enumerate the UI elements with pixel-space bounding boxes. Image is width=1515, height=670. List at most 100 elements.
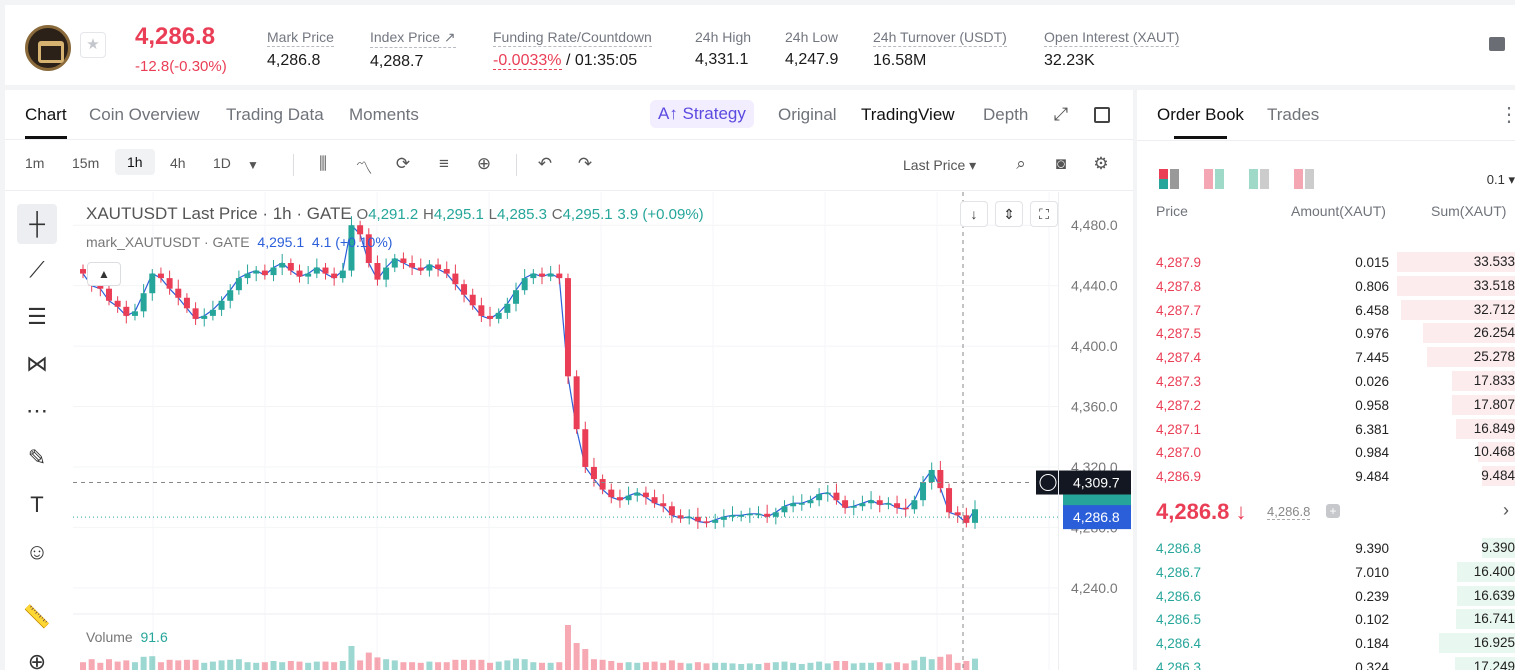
- order-sum: 17.833: [1473, 373, 1515, 388]
- book-bids-view-icon[interactable]: [1204, 169, 1224, 189]
- volume-bar: [140, 656, 147, 670]
- timeframe-4h[interactable]: 4h: [170, 155, 186, 171]
- gear-icon[interactable]: ⚙: [1093, 154, 1109, 173]
- candle-body: [279, 263, 286, 268]
- emoji-tool-icon[interactable]: ☺: [25, 539, 49, 564]
- funding-label[interactable]: Funding Rate/Countdown: [493, 29, 652, 47]
- volume-bar: [798, 664, 805, 670]
- chart-toolbar: 1m 15m 1h 4h 1D ▼ ⫼ 〽 ⟳ ≡ ⊕ ↶ ↷ Last Pri…: [5, 140, 1133, 191]
- candle-body: [140, 293, 147, 312]
- ask-row[interactable]: 4,287.0 0.984 10.468: [1137, 440, 1515, 464]
- tab-trading-data[interactable]: Trading Data: [226, 105, 324, 124]
- ruler-tool-icon[interactable]: 📏: [23, 604, 51, 629]
- candle-body: [816, 494, 823, 501]
- mark-price-label[interactable]: Mark Price: [267, 29, 334, 47]
- book-depth-view-icon[interactable]: [1249, 169, 1269, 189]
- candle-type-icon[interactable]: ⫼: [319, 154, 327, 173]
- settings-list-icon[interactable]: ≡: [439, 154, 449, 173]
- order-price: 4,287.1: [1156, 421, 1202, 437]
- guide-book-icon[interactable]: [1489, 37, 1505, 51]
- timeframe-15m[interactable]: 15m: [72, 155, 100, 171]
- tab-moments[interactable]: Moments: [349, 105, 419, 124]
- open-interest-label[interactable]: Open Interest (XAUT): [1044, 29, 1180, 47]
- chevron-right-icon[interactable]: ›: [1503, 500, 1509, 520]
- tab-coin-overview[interactable]: Coin Overview: [89, 105, 200, 124]
- funding-stat: Funding Rate/Countdown -0.0033% / 01:35:…: [493, 29, 652, 70]
- timeframe-1h[interactable]: 1h: [115, 149, 155, 175]
- price-type-select[interactable]: Last Price ▾: [903, 157, 977, 173]
- tab-original[interactable]: Original: [778, 105, 837, 124]
- redo-icon[interactable]: ↷: [577, 154, 593, 173]
- search-icon[interactable]: ⌕: [1016, 154, 1026, 173]
- refresh-icon[interactable]: ⟳: [395, 154, 411, 173]
- window-icon[interactable]: [1094, 107, 1110, 123]
- collapse-icon[interactable]: ⇕: [995, 201, 1023, 227]
- brush-tool-icon[interactable]: ✎: [27, 445, 47, 470]
- turnover-label[interactable]: 24h Turnover (USDT): [873, 29, 1007, 47]
- chart-area[interactable]: 4,480.04,440.04,400.04,360.04,320.04,280…: [73, 192, 1133, 670]
- bid-row[interactable]: 4,286.8 9.390 9.390: [1137, 536, 1515, 560]
- trend-line-tool-icon[interactable]: ⟋: [29, 257, 45, 282]
- text-tool-icon[interactable]: T: [30, 492, 44, 517]
- zoom-in-tool-icon[interactable]: ⊕: [27, 649, 47, 670]
- depth-bar: [1452, 394, 1515, 415]
- tab-chart[interactable]: Chart: [25, 105, 67, 139]
- bid-row[interactable]: 4,286.6 0.239 16.639: [1137, 584, 1515, 608]
- more-options-icon[interactable]: ⋮: [1499, 104, 1515, 126]
- pattern-tool-icon[interactable]: ⋈: [26, 351, 48, 376]
- book-asks-view-icon[interactable]: [1294, 169, 1314, 189]
- ask-row[interactable]: 4,287.4 7.445 25.278: [1137, 345, 1515, 369]
- camera-icon[interactable]: ◙: [1055, 154, 1067, 173]
- strategy-button[interactable]: A↑ Strategy: [650, 100, 754, 128]
- tab-depth[interactable]: Depth: [983, 105, 1029, 124]
- volume-bar: [157, 662, 164, 670]
- candlestick-chart[interactable]: 4,480.04,440.04,400.04,360.04,320.04,280…: [73, 192, 1133, 670]
- undo-icon[interactable]: ↶: [537, 154, 553, 173]
- volume-bar: [287, 661, 294, 670]
- book-both-view-icon[interactable]: [1159, 169, 1179, 189]
- tab-trades[interactable]: Trades: [1267, 105, 1320, 124]
- scroll-down-icon[interactable]: ↓: [960, 201, 988, 227]
- order-price: 4,286.3: [1156, 660, 1202, 670]
- ask-row[interactable]: 4,287.8 0.806 33.518: [1137, 274, 1515, 298]
- horizontal-lines-tool-icon[interactable]: ☰: [27, 304, 47, 329]
- timeframe-dropdown-icon[interactable]: ▼: [247, 158, 259, 172]
- mark-price-tag: [1063, 505, 1131, 530]
- timeframe-1d[interactable]: 1D: [213, 155, 231, 171]
- indicators-icon[interactable]: 〽: [355, 159, 373, 178]
- volume-bar: [80, 662, 86, 670]
- fib-tool-icon[interactable]: ⋯: [26, 398, 48, 423]
- collapse-legend-button[interactable]: ▲: [87, 262, 121, 286]
- add-indicator-icon[interactable]: ⊕: [476, 154, 492, 173]
- volume-bar: [668, 660, 675, 670]
- ask-row[interactable]: 4,287.2 0.958 17.807: [1137, 393, 1515, 417]
- precision-select[interactable]: 0.1 ▾: [1486, 172, 1515, 187]
- ask-row[interactable]: 4,287.3 0.026 17.833: [1137, 369, 1515, 393]
- fullscreen-icon[interactable]: ⛶: [1030, 201, 1058, 227]
- crosshair-tool-icon[interactable]: ┼: [17, 204, 57, 244]
- mid-mark-price: 4,286.8: [1267, 504, 1311, 520]
- candle-body: [97, 285, 104, 289]
- favorite-star-icon[interactable]: ★: [80, 32, 106, 58]
- bid-row[interactable]: 4,286.5 0.102 16.741: [1137, 607, 1515, 631]
- ask-row[interactable]: 4,287.7 6.458 32.712: [1137, 298, 1515, 322]
- index-price-label[interactable]: Index Price ↗: [370, 29, 456, 48]
- timeframe-1m[interactable]: 1m: [25, 155, 45, 171]
- expand-icon[interactable]: ⤢: [1053, 104, 1069, 124]
- volume-bar: [712, 662, 719, 670]
- ask-row[interactable]: 4,287.1 6.381 16.849: [1137, 417, 1515, 441]
- tab-order-book[interactable]: Order Book: [1157, 105, 1244, 139]
- tab-tradingview[interactable]: TradingView: [861, 105, 955, 124]
- depth-bar: [1456, 609, 1515, 630]
- candle-body: [677, 515, 684, 519]
- volume-value: 91.6: [140, 629, 168, 645]
- bid-row[interactable]: 4,286.4 0.184 16.925: [1137, 631, 1515, 655]
- candle-body: [235, 278, 242, 291]
- ask-row[interactable]: 4,286.9 9.484 9.484: [1137, 464, 1515, 488]
- candle-body: [755, 513, 762, 516]
- bid-row[interactable]: 4,286.3 0.324 17.249: [1137, 655, 1515, 670]
- ask-row[interactable]: 4,287.9 0.015 33.533: [1137, 250, 1515, 274]
- ask-row[interactable]: 4,287.5 0.976 26.254: [1137, 321, 1515, 345]
- info-icon[interactable]: +: [1326, 504, 1340, 518]
- bid-row[interactable]: 4,286.7 7.010 16.400: [1137, 560, 1515, 584]
